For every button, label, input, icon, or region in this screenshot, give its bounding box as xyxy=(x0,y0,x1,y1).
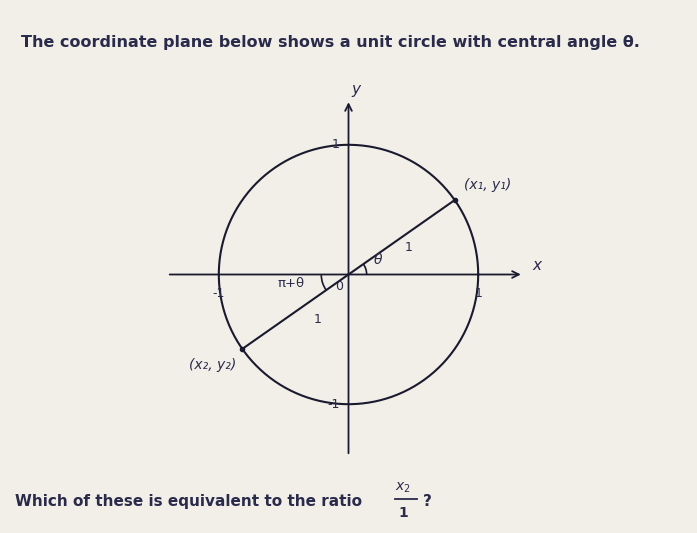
Text: $x_2$: $x_2$ xyxy=(395,480,411,495)
Text: Which of these is equivalent to the ratio: Which of these is equivalent to the rati… xyxy=(15,494,367,509)
Text: y: y xyxy=(352,82,361,96)
Text: -1: -1 xyxy=(327,398,339,411)
Text: 0: 0 xyxy=(335,280,344,293)
Text: ?: ? xyxy=(423,494,432,509)
Text: (x₁, y₁): (x₁, y₁) xyxy=(464,178,511,192)
Text: x: x xyxy=(532,258,541,273)
Text: 1: 1 xyxy=(332,138,339,151)
Text: (x₂, y₂): (x₂, y₂) xyxy=(189,358,236,372)
Text: π+θ: π+θ xyxy=(278,277,305,290)
Text: 1: 1 xyxy=(314,313,321,326)
Text: The coordinate plane below shows a unit circle with central angle θ.: The coordinate plane below shows a unit … xyxy=(21,35,640,50)
Text: -1: -1 xyxy=(213,287,225,301)
Text: 1: 1 xyxy=(398,506,408,520)
Text: θ: θ xyxy=(373,253,382,266)
Text: 1: 1 xyxy=(405,241,413,254)
Text: 1: 1 xyxy=(474,287,482,301)
